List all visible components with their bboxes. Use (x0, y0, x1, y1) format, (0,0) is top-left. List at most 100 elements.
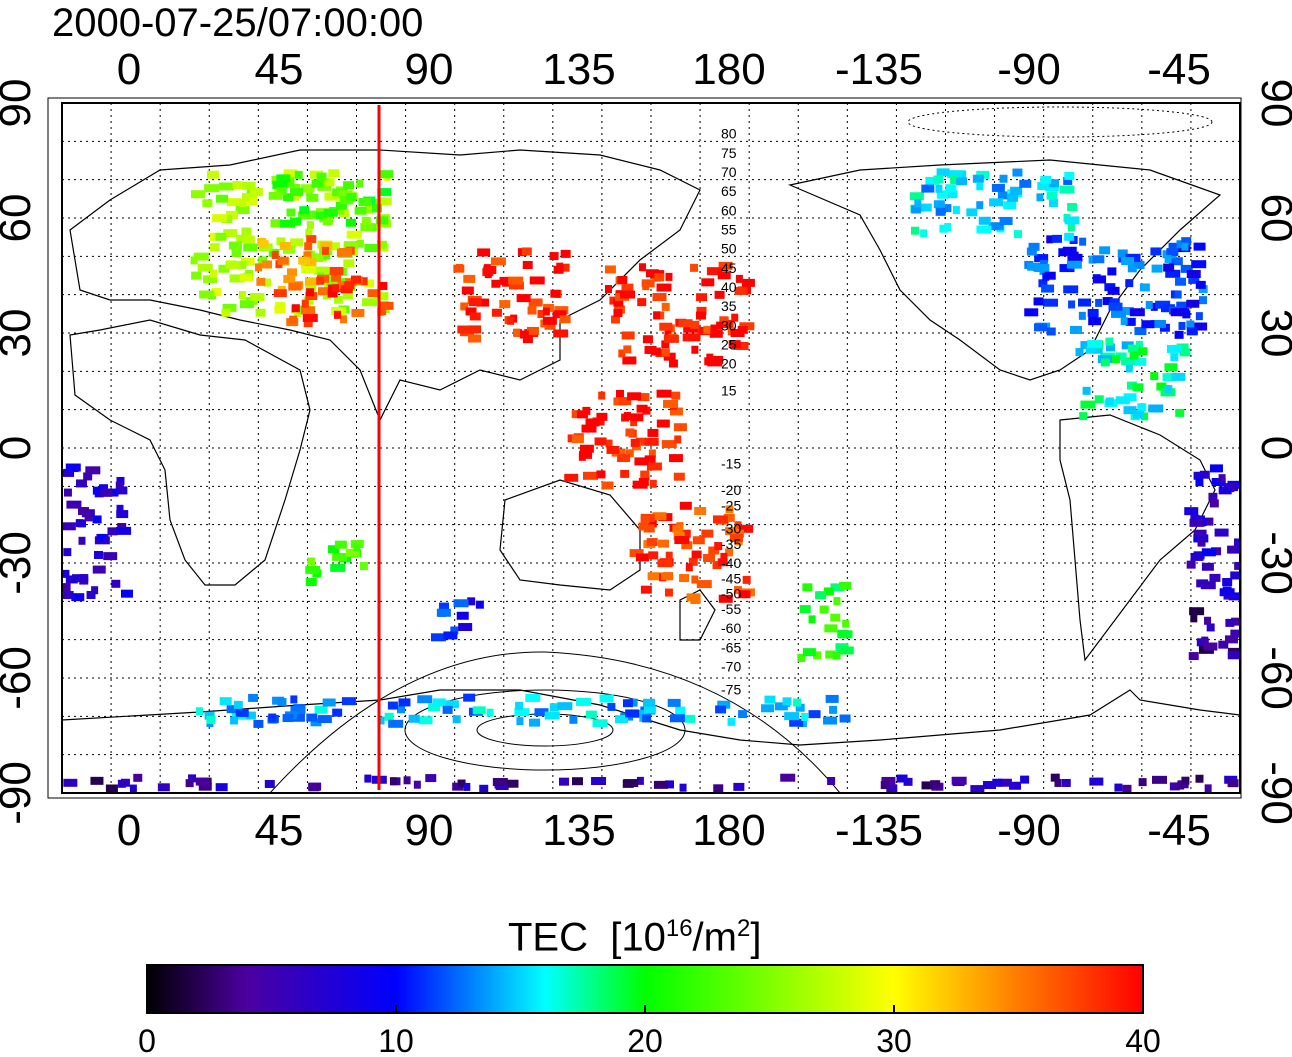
tec-data-point (706, 267, 722, 276)
tec-data-point (1003, 201, 1017, 210)
tec-data-point (327, 289, 338, 298)
tec-data-point (199, 290, 215, 299)
tec-data-point (725, 505, 734, 514)
tec-data-point (921, 184, 935, 193)
contour-label: 70 (721, 164, 737, 180)
tec-data-point (1024, 308, 1039, 317)
tec-data-point (248, 693, 259, 702)
tec-data-point (316, 276, 325, 285)
tec-data-point (1061, 778, 1071, 787)
tec-data-point (1168, 242, 1179, 251)
tec-data-point (613, 308, 623, 317)
tec-data-point (945, 184, 957, 193)
tec-data-point (1121, 341, 1134, 350)
tec-data-point (1175, 408, 1185, 417)
tec-data-point (279, 242, 291, 251)
tec-data-point (290, 187, 304, 196)
tec-data-point (120, 589, 133, 598)
tec-data-point (646, 538, 658, 547)
tec-data-point (621, 331, 635, 340)
tec-data-point (839, 581, 852, 590)
tec-data-point (839, 646, 854, 655)
tec-data-point (1209, 499, 1219, 508)
tec-data-point (701, 529, 714, 538)
tec-data-point (232, 180, 242, 189)
tec-data-point (919, 203, 932, 212)
tec-data-point (197, 263, 213, 272)
tec-data-point (1051, 234, 1062, 243)
tec-data-point (604, 285, 612, 294)
tec-data-point (703, 325, 711, 334)
colorbar-label: TEC [1016/m2] (508, 906, 761, 960)
tec-data-point (78, 536, 86, 545)
tec-data-point (306, 193, 319, 202)
contour-label: -25 (721, 498, 741, 514)
tec-data-point (211, 288, 222, 297)
tec-data-point (795, 703, 805, 712)
tec-data-point (75, 519, 83, 528)
tec-data-point (1174, 290, 1182, 299)
map-border (47, 97, 1242, 799)
tec-data-point (653, 311, 661, 320)
tec-data-point (761, 704, 775, 713)
tec-data-point (585, 418, 600, 427)
tec-data-point (529, 276, 545, 285)
tec-data-point (978, 216, 991, 225)
tec-data-point (1012, 168, 1023, 177)
tec-data-point (1204, 616, 1212, 625)
tec-data-point (306, 221, 314, 230)
tec-data-point (988, 222, 1004, 231)
tec-data-point (222, 303, 237, 312)
tec-data-point (727, 717, 736, 726)
tec-data-point (212, 214, 228, 223)
tec-data-point (290, 706, 306, 715)
axis-tick-label: 135 (542, 45, 615, 94)
tec-data-point (1150, 247, 1162, 256)
axis-tick-label: 180 (692, 806, 765, 855)
tec-data-point (62, 522, 76, 531)
tec-data-point (317, 182, 332, 191)
axis-tick-label: -135 (835, 45, 923, 94)
tec-data-point (300, 306, 315, 315)
tec-data-point (1125, 364, 1133, 373)
tec-data-point (307, 557, 316, 566)
tec-data-point (596, 470, 606, 479)
tec-data-point (99, 484, 109, 493)
tec-data-point (579, 450, 593, 459)
tec-data-point (925, 176, 940, 185)
tec-data-point (1067, 223, 1075, 232)
tec-data-point (886, 784, 898, 793)
tec-data-point (376, 240, 387, 249)
tec-data-point (283, 274, 296, 283)
tec-data-point (625, 449, 634, 458)
tec-data-point (1130, 260, 1145, 269)
tec-data-point (832, 651, 841, 660)
tec-data-point (467, 597, 476, 606)
tec-data-point (1189, 607, 1205, 616)
tec-data-point (111, 579, 121, 588)
tec-data-point (797, 653, 806, 662)
tec-data-point (1046, 191, 1058, 200)
tec-data-point (1066, 260, 1082, 269)
tec-data-point (696, 580, 712, 589)
contour-label: 80 (721, 126, 737, 142)
tec-data-point (331, 273, 342, 282)
tec-data-point (701, 278, 715, 287)
tec-data-point (665, 551, 673, 560)
tec-data-point (290, 217, 302, 226)
bottom-axis-labels: 0 45 90 135 180 -135 -90 -45 (117, 806, 1211, 855)
tec-data-point (823, 716, 838, 725)
axis-tick-label: 90 (405, 806, 454, 855)
tec-data-point (935, 184, 943, 193)
tec-data-point (63, 548, 72, 557)
tec-data-point (741, 278, 755, 287)
contour-label: 55 (721, 222, 737, 238)
tec-data-point (833, 597, 841, 606)
tec-data-point (728, 340, 741, 349)
tec-data-point (1231, 617, 1240, 626)
tec-data-point (1186, 560, 1196, 569)
contour-label: -65 (721, 639, 741, 655)
tec-data-point (802, 583, 813, 592)
tec-data-point (1068, 251, 1079, 260)
tec-data-point (229, 274, 245, 283)
